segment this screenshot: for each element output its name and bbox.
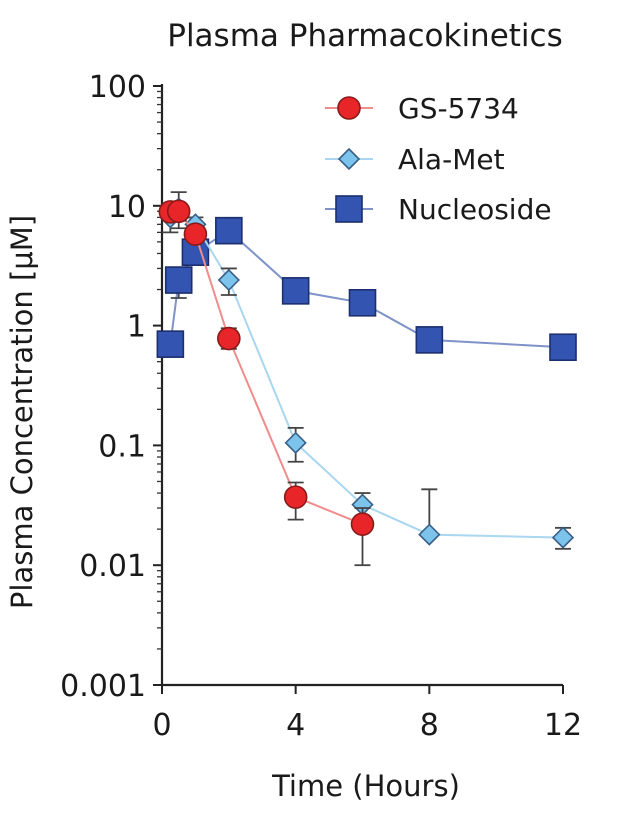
x-axis-label: Time (Hours) <box>271 769 460 803</box>
series-line <box>169 207 564 539</box>
legend: GS-5734 Ala-Met Nucleoside <box>325 92 552 226</box>
data-point <box>418 523 441 546</box>
data-point <box>215 216 243 245</box>
y-tick-label: 10 <box>108 190 146 225</box>
series-layer <box>156 191 577 567</box>
diamond-icon <box>337 147 361 171</box>
data-point <box>183 222 208 246</box>
data-point <box>217 326 241 351</box>
x-tick-label: 4 <box>286 708 305 743</box>
data-point <box>348 288 377 317</box>
y-tick-label: 0.001 <box>60 669 146 704</box>
y-tick-label: 100 <box>89 70 146 105</box>
chart-title: Plasma Pharmacokinetics <box>167 18 563 54</box>
legend-label: GS-5734 <box>398 92 519 125</box>
data-point <box>156 330 185 358</box>
legend-label: Nucleoside <box>398 193 552 226</box>
data-point <box>350 512 375 536</box>
y-axis-label: Plasma Concentration [μM] <box>5 215 39 609</box>
x-tick-label: 12 <box>544 708 582 743</box>
y-tick-label: 0.1 <box>98 429 146 464</box>
series-gs-5734 <box>158 199 375 567</box>
x-tick-label: 8 <box>420 708 439 743</box>
data-point <box>549 333 577 362</box>
series-ala-met <box>159 191 575 550</box>
data-point <box>284 431 307 454</box>
legend-item: Ala-Met <box>325 143 505 176</box>
square-icon <box>335 195 363 223</box>
data-point <box>281 277 310 305</box>
x-tick-label: 0 <box>152 708 171 743</box>
data-point <box>415 326 444 354</box>
data-point <box>217 268 240 292</box>
data-point <box>283 485 308 509</box>
circle-icon <box>337 96 361 120</box>
legend-label: Ala-Met <box>398 143 505 176</box>
legend-item: GS-5734 <box>325 92 519 125</box>
series-nucleoside <box>156 216 577 362</box>
legend-item: Nucleoside <box>325 193 552 226</box>
data-point <box>166 199 191 224</box>
y-tick-label: 0.01 <box>79 549 146 584</box>
axes: 0.001 0.01 0.1 1 10 100 0 4 8 12 <box>60 70 582 743</box>
data-point <box>164 266 193 294</box>
y-tick-label: 1 <box>127 310 146 345</box>
data-point <box>551 526 575 549</box>
